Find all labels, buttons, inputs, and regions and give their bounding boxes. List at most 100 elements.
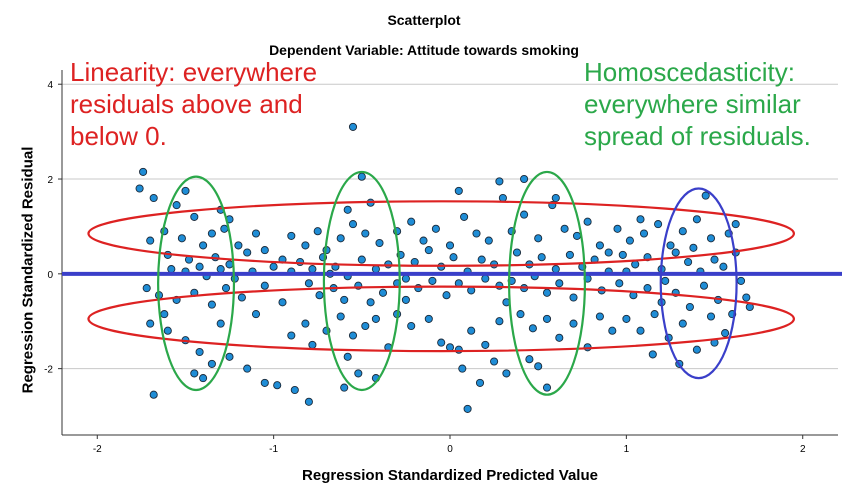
data-point bbox=[428, 276, 437, 285]
annotation-ellipses bbox=[87, 170, 796, 396]
data-point bbox=[315, 291, 324, 300]
data-point bbox=[401, 274, 410, 283]
data-point bbox=[225, 260, 234, 269]
data-point bbox=[458, 364, 467, 373]
data-point bbox=[516, 310, 525, 319]
data-point bbox=[190, 369, 199, 378]
data-point bbox=[220, 224, 229, 233]
data-point bbox=[343, 352, 352, 361]
data-point bbox=[542, 288, 552, 297]
data-point bbox=[449, 253, 458, 262]
data-point bbox=[512, 248, 522, 257]
data-point bbox=[520, 210, 529, 219]
data-point bbox=[142, 284, 151, 293]
data-point bbox=[410, 257, 419, 267]
data-point bbox=[260, 378, 269, 387]
data-point bbox=[308, 265, 317, 274]
data-point bbox=[304, 397, 313, 406]
data-point bbox=[354, 369, 363, 378]
data-point bbox=[290, 385, 299, 395]
data-point bbox=[613, 224, 622, 233]
data-point bbox=[555, 333, 564, 342]
chart-subtitle: Dependent Variable: Attitude towards smo… bbox=[269, 42, 579, 58]
data-point bbox=[149, 193, 158, 203]
data-point bbox=[477, 255, 486, 264]
data-point bbox=[495, 317, 504, 326]
data-point bbox=[678, 227, 687, 236]
data-point bbox=[490, 357, 499, 366]
lower-red-ellipse bbox=[87, 285, 796, 353]
data-point bbox=[706, 312, 716, 321]
data-point bbox=[348, 220, 358, 229]
x-ticks: -2 -1 0 1 2 bbox=[93, 435, 806, 455]
data-point bbox=[520, 174, 529, 184]
data-point bbox=[481, 340, 490, 349]
chart-title: Scatterplot bbox=[387, 12, 461, 28]
data-point bbox=[287, 331, 296, 340]
data-point bbox=[371, 314, 380, 323]
data-point bbox=[304, 279, 313, 288]
data-point bbox=[221, 284, 231, 293]
linearity-annotation: Linearity: everywhere residuals above an… bbox=[70, 57, 318, 151]
x-tick-label: 1 bbox=[624, 444, 630, 455]
data-point bbox=[419, 236, 428, 245]
data-point bbox=[710, 255, 719, 264]
data-point bbox=[731, 220, 740, 229]
x-tick-label: -2 bbox=[93, 444, 102, 455]
data-point bbox=[467, 286, 476, 295]
green-ellipse-middle bbox=[322, 170, 401, 392]
data-point bbox=[378, 288, 388, 297]
data-point bbox=[445, 343, 455, 352]
data-point bbox=[273, 381, 282, 390]
data-point bbox=[407, 321, 416, 331]
data-point bbox=[172, 201, 181, 210]
data-point bbox=[604, 248, 613, 257]
data-point bbox=[336, 312, 345, 321]
data-point bbox=[313, 227, 322, 236]
data-point bbox=[631, 260, 640, 269]
data-point bbox=[454, 345, 463, 354]
data-point bbox=[618, 250, 627, 259]
data-point bbox=[719, 262, 728, 271]
data-point bbox=[181, 186, 190, 195]
data-point bbox=[216, 265, 225, 274]
data-point bbox=[460, 212, 469, 221]
data-point bbox=[678, 319, 687, 328]
data-point bbox=[534, 234, 543, 243]
homoscedasticity-annotation: Homoscedasticity: everywhere similar spr… bbox=[584, 57, 811, 151]
data-point bbox=[502, 369, 511, 378]
data-point bbox=[361, 229, 370, 238]
data-point bbox=[742, 293, 751, 302]
data-point bbox=[481, 274, 490, 283]
data-point bbox=[445, 241, 455, 250]
green-ellipse-right bbox=[507, 170, 587, 396]
blue-ellipse bbox=[659, 187, 738, 380]
data-point bbox=[366, 298, 375, 307]
data-point bbox=[706, 234, 716, 243]
data-point bbox=[636, 215, 645, 224]
y-axis-label: Regression Standardized Residual bbox=[19, 146, 37, 394]
data-point bbox=[595, 241, 604, 250]
data-point bbox=[525, 355, 534, 364]
data-point bbox=[551, 265, 560, 274]
data-point bbox=[195, 262, 204, 271]
data-point bbox=[650, 310, 659, 319]
data-point bbox=[308, 340, 317, 349]
data-point bbox=[569, 293, 578, 302]
data-point bbox=[348, 122, 358, 131]
upper-red-ellipse bbox=[87, 200, 796, 267]
data-point bbox=[195, 347, 204, 357]
data-point bbox=[207, 300, 216, 309]
data-point bbox=[666, 241, 675, 250]
data-point bbox=[251, 310, 261, 319]
green-ellipse-left bbox=[157, 175, 236, 392]
data-point bbox=[442, 291, 451, 300]
data-point bbox=[736, 276, 746, 285]
x-axis-label: Regression Standardized Predicted Value bbox=[302, 467, 598, 484]
data-point bbox=[190, 212, 199, 221]
data-point bbox=[216, 319, 225, 328]
data-point bbox=[269, 262, 278, 271]
data-point bbox=[608, 326, 617, 335]
data-point bbox=[484, 236, 493, 245]
